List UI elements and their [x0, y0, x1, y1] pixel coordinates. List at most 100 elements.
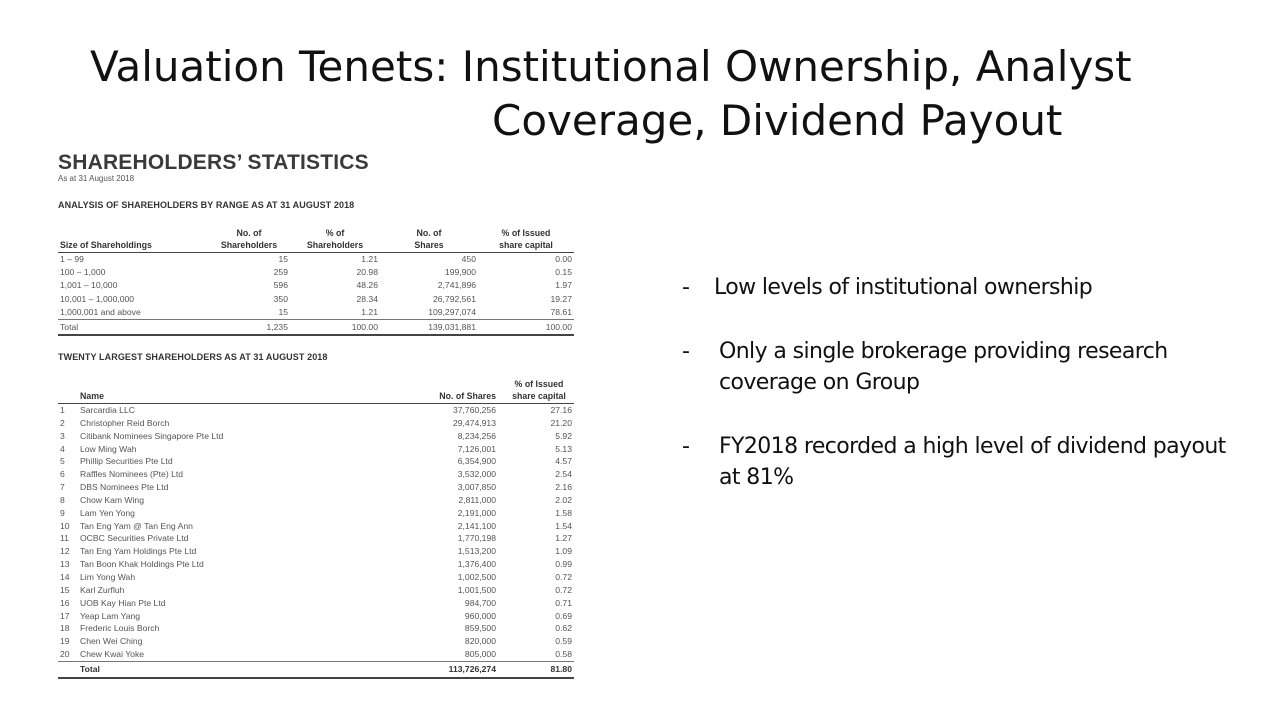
shares-cell: 113,726,274	[378, 660, 498, 679]
name-cell: Frederic Louis Borch	[80, 623, 160, 634]
doc-title: SHAREHOLDERS’ STATISTICS	[58, 151, 369, 174]
col-shares-header: No. of Shares	[380, 227, 478, 253]
shares-cell: 2,741,896	[437, 280, 476, 291]
pct-cell: 0.99	[555, 559, 572, 570]
name-cell: Christopher Reid Borch	[80, 417, 170, 428]
pct-holders-cell: 28.34	[356, 293, 378, 304]
table-row: 7 DBS Nominees Pte Ltd 3,007,850 2.16	[58, 481, 574, 494]
pct-cell: 27.16	[550, 405, 572, 416]
bullet-dash: -	[682, 339, 690, 364]
holders-cell: 350	[273, 293, 288, 304]
shares-cell: 2,811,000	[458, 494, 496, 505]
pct-cell: 4.57	[555, 456, 572, 467]
shares-cell: 820,000	[464, 636, 496, 647]
bullet-dash: -	[682, 434, 690, 459]
rank-cell: 20	[60, 649, 70, 660]
rank-cell: 5	[60, 456, 65, 467]
col-size-header: Size of Shareholdings	[58, 227, 208, 253]
rank-cell: 16	[60, 597, 70, 608]
name-cell: Karl Zurfluh	[80, 584, 125, 595]
rank-cell: 2	[60, 417, 65, 428]
table-row: 6 Raffles Nominees (Pte) Ltd 3,532,000 2.54	[58, 468, 574, 481]
pct-capital-cell: 19.27	[550, 293, 572, 304]
pct-cell: 1.09	[555, 546, 572, 557]
col-holders-header: No. of Shareholders	[208, 227, 290, 253]
shares-cell: 109,297,074	[428, 306, 476, 317]
col-shares-label: No. of Shares	[414, 228, 444, 250]
slide-title-line-2: Coverage, Dividend Payout	[492, 96, 1063, 145]
table-row: 2 Christopher Reid Borch 29,474,913 21.20	[58, 417, 574, 430]
rank-cell: 1	[60, 405, 65, 416]
table-row: 3 Citibank Nominees Singapore Pte Ltd 8,23…	[58, 430, 574, 443]
shares-cell: 984,700	[464, 597, 496, 608]
name-cell: Raffles Nominees (Pte) Ltd	[80, 469, 184, 480]
slide-title: Valuation Tenets: Institutional Ownershi…	[60, 40, 1180, 148]
table-row: 10,001 – 1,000,000 350 28.34 26,792,561 19.2…	[58, 293, 574, 306]
shares-cell: 1,001,500	[457, 584, 496, 595]
table-row: 4 Low Ming Wah 7,126,001 5.13	[58, 443, 574, 456]
table-row: 1 Sarcardia LLC 37,760,256 27.16	[58, 404, 574, 417]
bullet-list: - Low levels of institutional ownership …	[682, 272, 1242, 493]
table-row: 11 OCBC Securities Private Ltd 1,770,198 1.…	[58, 532, 574, 545]
shares-cell: 37,760,256	[452, 405, 496, 416]
table-row: 1 – 99 15 1.21 450 0.00	[58, 253, 574, 267]
slide-title-line-1: Valuation Tenets: Institutional Ownershi…	[90, 42, 1132, 91]
pct-cell: 1.58	[555, 507, 572, 518]
name-cell: Lim Yong Wah	[80, 571, 136, 582]
pct-cell: 81.80	[498, 660, 574, 679]
name-cell: Yeap Lam Yang	[80, 610, 141, 621]
name-cell: Tan Eng Yam @ Tan Eng Ann	[80, 520, 193, 531]
pct-cell: 21.20	[550, 417, 572, 428]
pct-holders-cell: 20.98	[356, 267, 378, 278]
rank-cell: 11	[60, 533, 69, 544]
table-row: 15 Karl Zurfluh 1,001,500 0.72	[58, 584, 574, 597]
top20-table: Name No. of Shares % of Issued share cap…	[58, 378, 574, 679]
shares-cell: 3,007,850	[457, 482, 496, 493]
pct-holders-cell: 1.21	[361, 254, 378, 264]
rank-cell	[58, 660, 78, 679]
col-holders-label: No. of Shareholders	[220, 228, 278, 250]
table-row: 14 Lim Yong Wah 1,002,500 0.72	[58, 571, 574, 584]
col-top20-pct-label: % of Issued share capital	[512, 379, 566, 402]
pct-cell: 0.72	[555, 584, 572, 595]
table-row: 100 – 1,000 259 20.98 199,900 0.15	[58, 266, 574, 279]
shares-cell: 2,191,000	[457, 507, 496, 518]
rank-cell: 9	[60, 507, 65, 518]
shares-cell: 139,031,881	[380, 319, 478, 336]
rank-cell: 19	[60, 636, 70, 647]
table-row: 1,001 – 10,000 596 48.26 2,741,896 1.97	[58, 279, 574, 292]
rank-cell: 8	[60, 494, 65, 505]
rank-cell: 7	[60, 482, 65, 493]
pct-cell: 2.16	[555, 482, 572, 493]
name-cell: Chen Wei Ching	[80, 636, 143, 647]
shares-cell: 2,141,100	[457, 520, 496, 531]
pct-cell: 5.13	[555, 443, 572, 454]
pct-cell: 1.27	[555, 533, 572, 544]
shares-cell: 450	[461, 254, 476, 264]
name-cell: Sarcardia LLC	[80, 405, 135, 416]
bullet-text: Only a single brokerage providing resear…	[719, 339, 1168, 395]
table-row: 16 UOB Kay Hian Pte Ltd 984,700 0.71	[58, 597, 574, 610]
table-row: 8 Chow Kam Wing 2,811,000 2.02	[58, 494, 574, 507]
top20-section-title: TWENTY LARGEST SHAREHOLDERS AS AT 31 AUG…	[58, 352, 328, 363]
holders-cell: 259	[273, 267, 288, 278]
name-cell: Chew Kwai Yoke	[80, 649, 145, 660]
name-cell: UOB Kay Hian Pte Ltd	[80, 597, 166, 608]
table-row: 1,000,001 and above 15 1.21 109,297,074 78.6…	[58, 306, 574, 320]
pct-cell: 0.58	[555, 649, 572, 660]
pct-cell: 0.62	[555, 623, 572, 634]
table-row: 12 Tan Eng Yam Holdings Pte Ltd 1,513,200 1…	[58, 545, 574, 558]
bullet-text: Low levels of institutional ownership	[714, 275, 1093, 300]
bullet-text: FY2018 recorded a high level of dividend…	[719, 434, 1226, 490]
size-cell: Total	[58, 319, 208, 336]
rank-cell: 15	[60, 584, 70, 595]
pct-cell: 0.71	[555, 597, 572, 608]
pct-cell: 5.92	[555, 430, 572, 441]
name-cell: Total	[78, 660, 378, 679]
name-cell: OCBC Securities Private Ltd	[80, 533, 189, 544]
pct-capital-cell: 100.00	[478, 319, 574, 336]
table-row: 19 Chen Wei Ching 820,000 0.59	[58, 635, 574, 648]
pct-cell: 0.69	[555, 610, 572, 621]
range-header-row: Size of Shareholdings No. of Shareholder…	[58, 227, 574, 253]
rank-cell: 12	[60, 546, 70, 557]
